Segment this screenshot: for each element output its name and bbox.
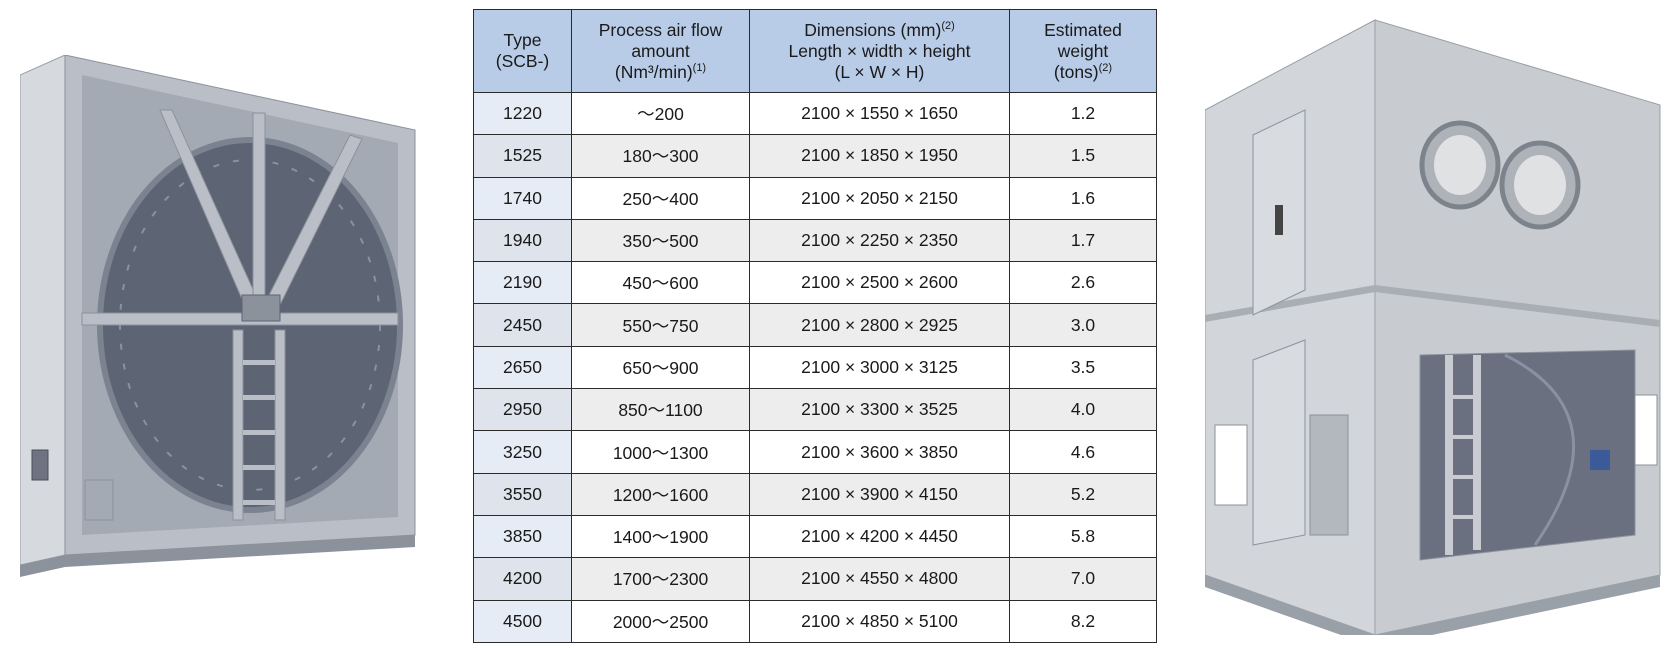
cell-flow: 550～750 [571, 303, 750, 347]
cell-dimensions: 2100 × 3600 × 3850 [749, 430, 1010, 474]
cell-weight: 3.5 [1009, 345, 1157, 390]
footnote-mark: (2) [941, 19, 955, 32]
cell-weight: 1.2 [1009, 91, 1157, 136]
cell-type: 2450 [473, 303, 572, 347]
cell-type: 3550 [473, 472, 572, 516]
header-line: Length × width × height [788, 40, 971, 61]
cell-dimensions: 2100 × 2800 × 2925 [749, 303, 1010, 347]
header-line: (tons)(2) [1010, 62, 1156, 83]
table-row: 1940 350～500 2100 × 2250 × 2350 1.7 [473, 218, 1157, 263]
header-line: Dimensions (mm)(2) [750, 20, 1009, 41]
cell-dimensions: 2100 × 3900 × 4150 [749, 472, 1010, 516]
table-row: 2190 450～600 2100 × 2500 × 2600 2.6 [473, 261, 1157, 305]
cell-dimensions: 2100 × 4200 × 4450 [749, 514, 1010, 559]
table-row: 2650 650～900 2100 × 3000 × 3125 3.5 [473, 345, 1157, 390]
header-dimensions: Dimensions (mm)(2) Length × width × heig… [749, 9, 1010, 93]
header-unit: Dimensions (mm) [804, 19, 942, 40]
table-row: 4500 2000～2500 2100 × 4850 × 5100 8.2 [473, 599, 1157, 643]
cell-weight: 5.8 [1009, 514, 1157, 559]
header-unit: (Nm³/min) [614, 61, 693, 82]
cell-weight: 8.2 [1009, 599, 1157, 643]
cell-type: 2650 [473, 345, 572, 390]
cell-dimensions: 2100 × 3300 × 3525 [749, 388, 1010, 432]
cell-weight: 4.0 [1009, 388, 1157, 432]
cell-flow: 180～300 [571, 134, 750, 178]
table-header-row: Type (SCB-) Process air flow amount (Nm³… [473, 9, 1157, 93]
table-row: 2950 850～1100 2100 × 3300 × 3525 4.0 [473, 388, 1157, 432]
footnote-mark: (2) [1098, 61, 1113, 74]
spec-table: Type (SCB-) Process air flow amount (Nm³… [473, 9, 1157, 643]
cell-type: 1940 [473, 218, 572, 263]
header-estimated-weight: Estimated weight (tons)(2) [1009, 9, 1157, 93]
cell-flow: 350～500 [571, 218, 750, 263]
header-line: (SCB-) [495, 51, 550, 71]
cell-flow: 1200～1600 [571, 472, 750, 516]
cell-flow: 650～900 [571, 345, 750, 390]
cell-weight: 5.2 [1009, 472, 1157, 516]
header-line: amount [631, 40, 690, 61]
cell-flow: 450～600 [571, 261, 750, 305]
cell-flow: 2000～2500 [571, 599, 750, 643]
table-row: 3250 1000～1300 2100 × 3600 × 3850 4.6 [473, 430, 1157, 474]
cell-weight: 1.6 [1009, 176, 1157, 220]
cell-type: 3250 [473, 430, 572, 474]
cell-type: 2950 [473, 388, 572, 432]
cell-dimensions: 2100 × 1850 × 1950 [749, 134, 1010, 178]
header-process-air-flow: Process air flow amount (Nm³/min)(1) [571, 9, 750, 93]
table-row: 3550 1200～1600 2100 × 3900 × 4150 5.2 [473, 472, 1157, 516]
table-row: 1525 180～300 2100 × 1850 × 1950 1.5 [473, 134, 1157, 178]
table-row: 3850 1400～1900 2100 × 4200 × 4450 5.8 [473, 514, 1157, 559]
cell-dimensions: 2100 × 4850 × 5100 [749, 599, 1010, 643]
cell-flow: 850～1100 [571, 388, 750, 432]
cell-type: 3850 [473, 514, 572, 559]
cell-dimensions: 2100 × 2050 × 2150 [749, 176, 1010, 220]
cell-dimensions: 2100 × 2250 × 2350 [749, 218, 1010, 263]
cell-type: 4500 [473, 599, 572, 643]
cell-weight: 4.6 [1009, 430, 1157, 474]
header-type: Type (SCB-) [473, 9, 572, 93]
cell-type: 1220 [473, 91, 572, 136]
cell-flow: 1400～1900 [571, 514, 750, 559]
enclosed-dehumidifier-unit-photo [1205, 19, 1661, 635]
header-line: Estimated [1044, 19, 1122, 40]
table-row: 2450 550～750 2100 × 2800 × 2925 3.0 [473, 303, 1157, 347]
cell-flow: 1000～1300 [571, 430, 750, 474]
cell-dimensions: 2100 × 2500 × 2600 [749, 261, 1010, 305]
cell-flow: 1700～2300 [571, 557, 750, 601]
cell-weight: 2.6 [1009, 261, 1157, 305]
header-unit: (tons) [1053, 61, 1099, 82]
header-line: weight [1057, 40, 1109, 61]
header-line: Type [503, 30, 542, 50]
cell-weight: 1.5 [1009, 134, 1157, 178]
table-row: 1220 ～200 2100 × 1550 × 1650 1.2 [473, 91, 1157, 136]
rotor-dehumidifier-unit-photo [20, 55, 416, 577]
cell-type: 1525 [473, 134, 572, 178]
cell-dimensions: 2100 × 4550 × 4800 [749, 557, 1010, 601]
header-line: (L × W × H) [834, 61, 925, 82]
cell-dimensions: 2100 × 3000 × 3125 [749, 345, 1010, 390]
cell-weight: 1.7 [1009, 218, 1157, 263]
header-line: Process air flow [598, 19, 723, 40]
cell-flow: 250～400 [571, 176, 750, 220]
header-line: (Nm³/min)(1) [572, 62, 749, 83]
cell-flow: ～200 [571, 91, 750, 136]
table-row: 1740 250～400 2100 × 2050 × 2150 1.6 [473, 176, 1157, 220]
cell-weight: 3.0 [1009, 303, 1157, 347]
cell-dimensions: 2100 × 1550 × 1650 [749, 91, 1010, 136]
table-row: 4200 1700～2300 2100 × 4550 × 4800 7.0 [473, 557, 1157, 601]
cell-type: 2190 [473, 261, 572, 305]
cell-type: 1740 [473, 176, 572, 220]
cell-type: 4200 [473, 557, 572, 601]
footnote-mark: (1) [692, 61, 707, 74]
cell-weight: 7.0 [1009, 557, 1157, 601]
